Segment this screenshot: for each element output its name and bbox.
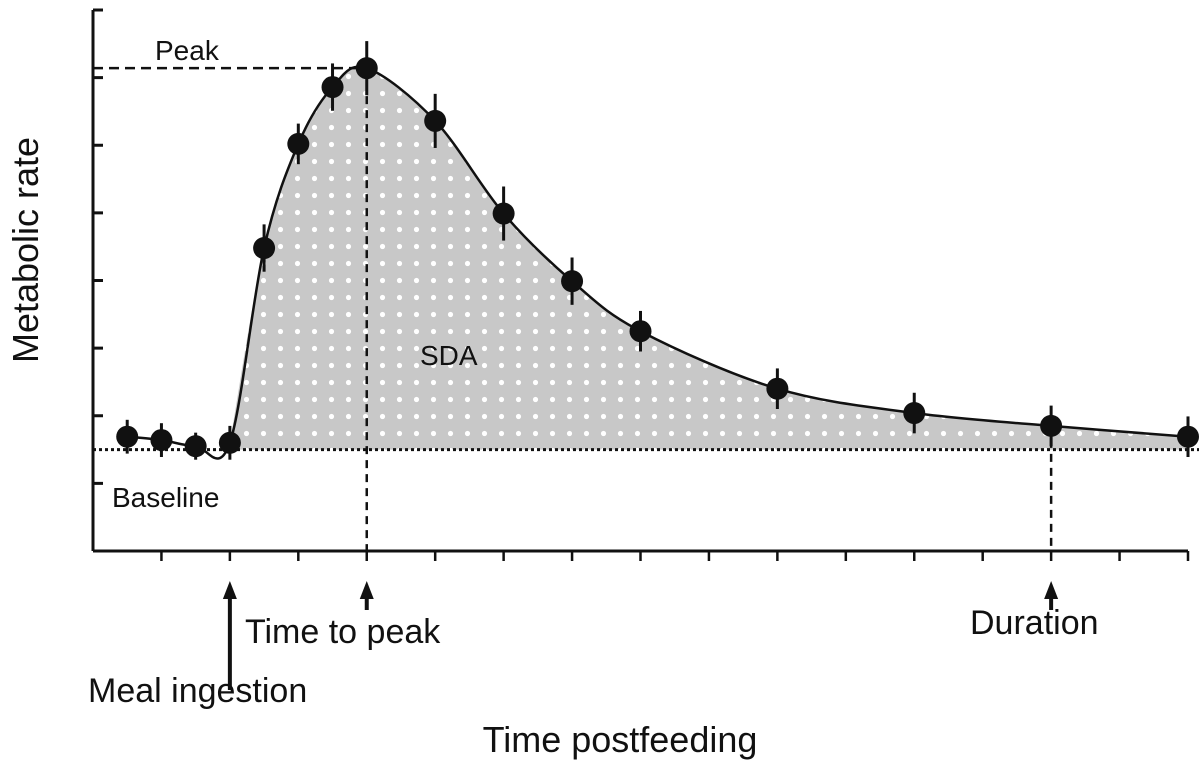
- data-point: [561, 270, 584, 293]
- data-point: [253, 237, 276, 260]
- data-point: [1040, 414, 1063, 437]
- data-point: [492, 202, 515, 225]
- marker-label: Duration: [970, 604, 1099, 642]
- sda-area: [229, 66, 1188, 450]
- marker-arrow-head: [222, 581, 237, 599]
- baseline-label: Baseline: [112, 482, 219, 513]
- area-label: SDA: [420, 340, 478, 371]
- data-point: [150, 429, 173, 452]
- data-point: [424, 109, 447, 132]
- plot: Meal ingestion Time to peak Duration Peak Ba…: [5, 8, 1199, 760]
- marker-label: Meal ingestion: [88, 672, 307, 710]
- peak-label: Peak: [155, 35, 220, 66]
- data-point: [218, 431, 241, 454]
- data-point: [287, 132, 310, 155]
- data-point: [629, 320, 652, 343]
- marker-arrow-head: [1044, 581, 1059, 599]
- data-point: [1177, 425, 1199, 448]
- data-point: [321, 76, 344, 99]
- data-point: [184, 435, 207, 458]
- data-point: [903, 402, 926, 425]
- marker-label: Time to peak: [245, 613, 441, 651]
- marker-arrow-head: [359, 581, 374, 599]
- y-axis-title: Metabolic rate: [5, 137, 46, 363]
- data-point: [355, 57, 378, 80]
- x-axis-title: Time postfeeding: [483, 719, 758, 760]
- data-point: [116, 425, 139, 448]
- data-point: [766, 377, 789, 400]
